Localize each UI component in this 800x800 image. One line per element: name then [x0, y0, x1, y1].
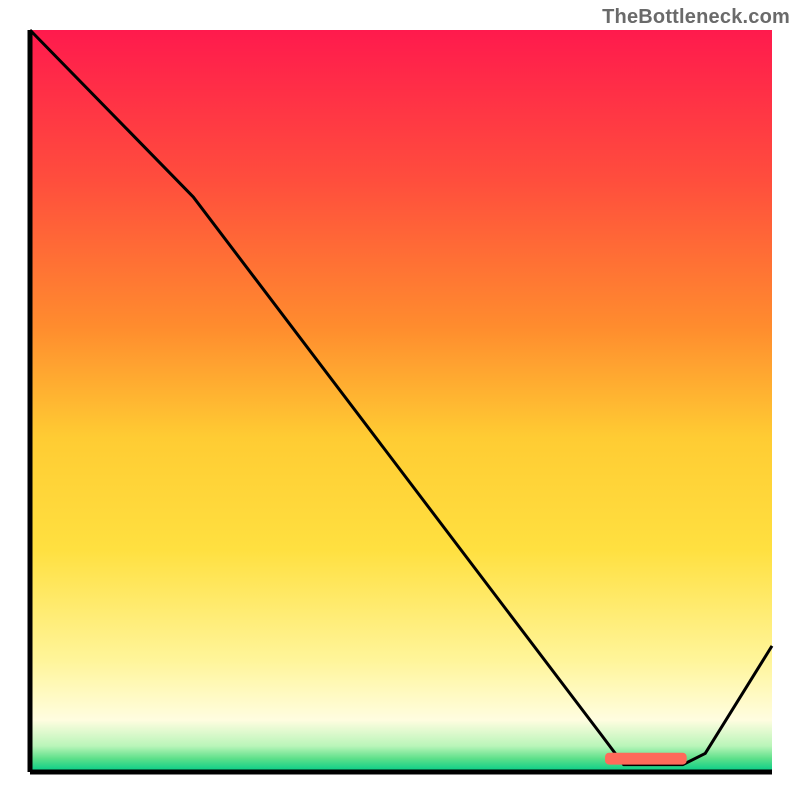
chart-container: TheBottleneck.com [0, 0, 800, 800]
chart-background-gradient [30, 30, 772, 772]
watermark-text: TheBottleneck.com [602, 6, 790, 29]
bottleneck-chart [0, 0, 800, 800]
optimal-range-marker [605, 753, 687, 765]
